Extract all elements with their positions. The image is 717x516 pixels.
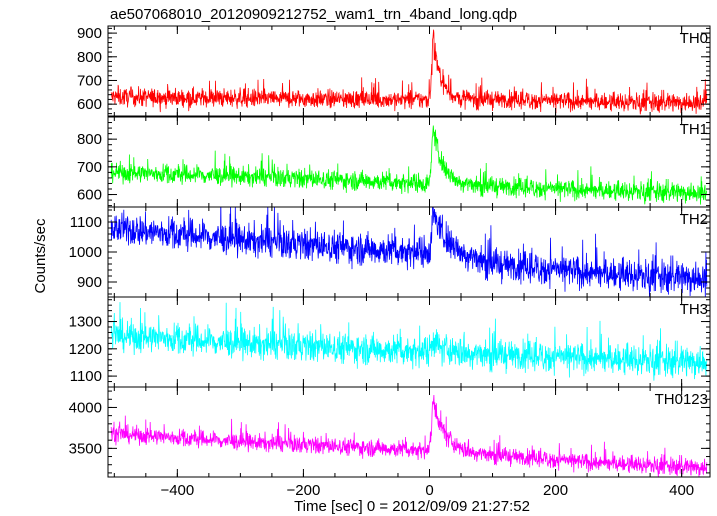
y-tick-label: 600 <box>77 96 102 113</box>
y-tick-label: 1100 <box>70 214 102 231</box>
x-tick-labels: −400 −200 0 200 400 <box>160 482 694 499</box>
y-tick-label: 1100 <box>70 368 102 385</box>
panel-label-th3: TH3 <box>680 301 708 318</box>
x-tick-label: −400 <box>160 482 194 499</box>
y-tick-label: 900 <box>77 25 102 42</box>
panel-label-th0: TH0 <box>680 30 708 47</box>
y-tick-label: 3500 <box>69 440 102 457</box>
series-th0-line <box>110 29 708 115</box>
y-axis-title: Counts/sec <box>32 218 49 294</box>
chart-title: ae507068010_20120909212752_wam1_trn_4ban… <box>110 6 517 23</box>
panel-th2: 900 1000 1100 TH2 <box>69 206 711 298</box>
panels: 600 700 800 900 TH0 600 700 800 TH1 900 1000 1100 TH… <box>69 25 711 478</box>
y-tick-label: 600 <box>77 187 102 204</box>
series-th1-line <box>110 125 708 205</box>
panel-th0: 600 700 800 900 TH0 <box>77 25 711 117</box>
panel-th1: 600 700 800 TH1 <box>77 116 711 208</box>
y-tick-label: 1000 <box>69 244 102 261</box>
series-th2-line <box>110 207 708 297</box>
y-tick-label: 800 <box>77 49 102 66</box>
panel-label-th0123: TH0123 <box>655 391 708 408</box>
panel-label-th1: TH1 <box>680 121 708 138</box>
x-tick-label: 200 <box>543 482 568 499</box>
y-tick-label: 700 <box>77 72 102 89</box>
panel-th3: 1100 1200 1300 TH3 <box>69 296 711 388</box>
panel-th0123: 3500 4000 TH0123 <box>69 386 711 478</box>
series-th3-line <box>110 302 708 381</box>
y-tick-label: 900 <box>77 274 102 291</box>
y-tick-label: 1200 <box>69 341 102 358</box>
x-axis-title: Time [sec] 0 = 2012/09/09 21:27:52 <box>294 498 530 515</box>
series-th0123-line <box>110 394 708 477</box>
panel-label-th2: TH2 <box>680 211 708 228</box>
y-tick-label: 700 <box>77 159 102 176</box>
y-tick-label: 800 <box>77 131 102 148</box>
y-tick-label: 1300 <box>69 314 102 331</box>
x-tick-label: 0 <box>425 482 433 499</box>
y-tick-label: 4000 <box>69 399 102 416</box>
x-tick-label: 400 <box>669 482 694 499</box>
x-tick-label: −200 <box>287 482 321 499</box>
